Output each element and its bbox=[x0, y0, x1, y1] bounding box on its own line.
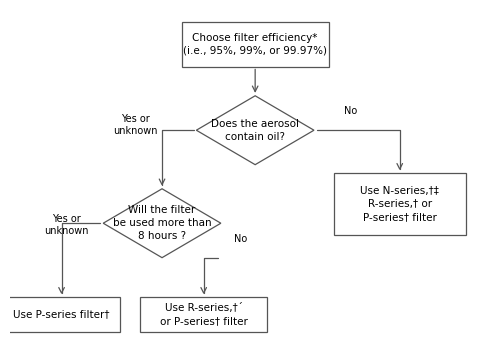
FancyBboxPatch shape bbox=[333, 173, 466, 235]
FancyBboxPatch shape bbox=[3, 297, 120, 332]
Text: Use N-series,†‡
R-series,† or
P-series† filter: Use N-series,†‡ R-series,† or P-series† … bbox=[360, 187, 439, 222]
Text: No: No bbox=[234, 234, 247, 244]
Text: Does the aerosol
contain oil?: Does the aerosol contain oil? bbox=[211, 119, 299, 142]
Text: Yes or
unknown: Yes or unknown bbox=[44, 214, 89, 236]
Text: Yes or
unknown: Yes or unknown bbox=[113, 114, 157, 136]
Text: Will the filter
be used more than
8 hours ?: Will the filter be used more than 8 hour… bbox=[113, 205, 211, 241]
FancyBboxPatch shape bbox=[140, 297, 268, 332]
Polygon shape bbox=[103, 189, 221, 258]
Text: Use R-series,†´
or P-series† filter: Use R-series,†´ or P-series† filter bbox=[160, 303, 247, 326]
Text: Use P-series filter†: Use P-series filter† bbox=[13, 309, 110, 320]
Polygon shape bbox=[196, 96, 314, 164]
FancyBboxPatch shape bbox=[182, 22, 328, 66]
Text: No: No bbox=[344, 106, 357, 116]
Text: Choose filter efficiency*
(i.e., 95%, 99%, or 99.97%): Choose filter efficiency* (i.e., 95%, 99… bbox=[183, 33, 327, 56]
